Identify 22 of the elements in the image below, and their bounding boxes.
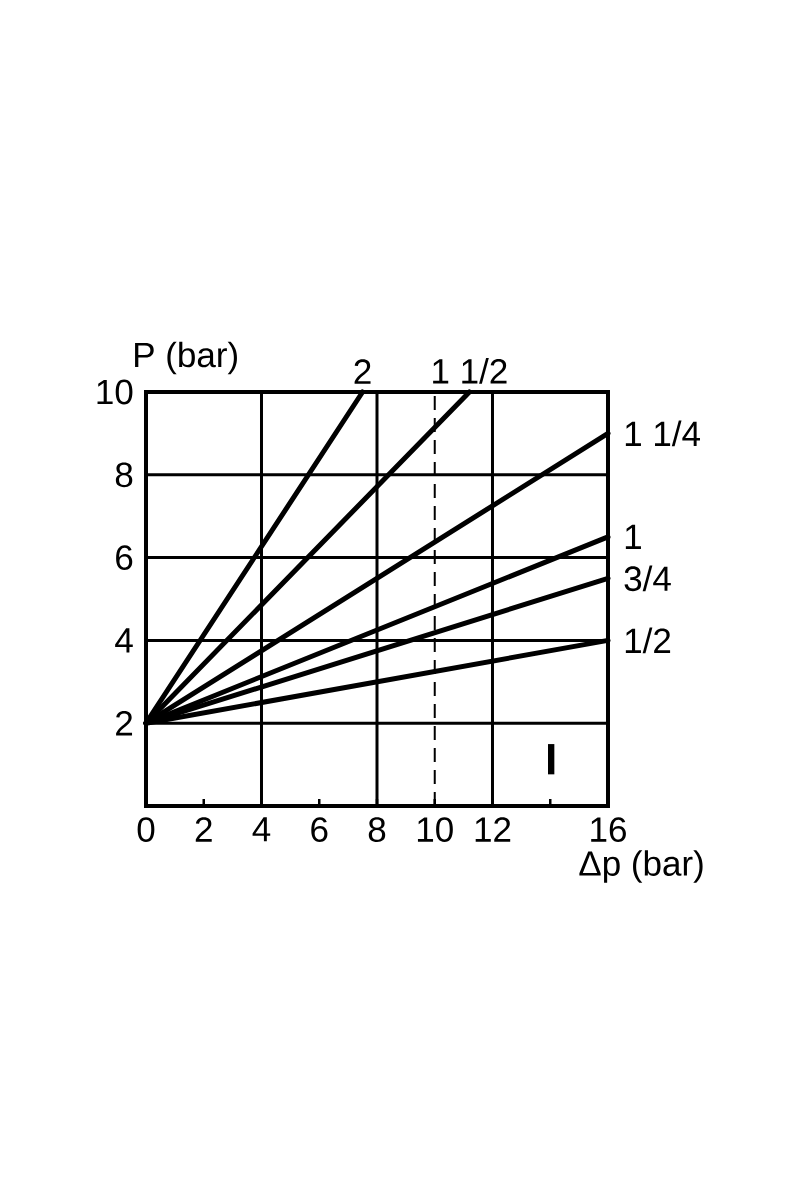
x-tick-label: 12 [475, 817, 511, 842]
series-label: 1/2 [625, 627, 671, 654]
y-tick-label: 8 [115, 462, 133, 488]
y-tick-label: 10 [97, 379, 133, 405]
x-tick-label: 8 [368, 817, 386, 842]
y-axis-title: P (bar) [135, 341, 237, 375]
x-tick-label: 6 [311, 817, 328, 842]
series-label: 3/4 [624, 565, 671, 592]
series-label: 1 1/2 [433, 358, 507, 384]
x-axis-title: Δp (bar) [579, 850, 703, 883]
y-tick-label: 4 [115, 628, 133, 653]
series-label: 1 [625, 524, 641, 549]
x-tick-label: 10 [417, 817, 453, 842]
annotation: I [548, 744, 555, 775]
x-tick-label: 0 [137, 817, 155, 842]
x-tick-label: 16 [591, 817, 626, 842]
y-tick-label: 6 [116, 545, 133, 570]
series-label: 1 1/4 [625, 420, 700, 447]
series-label: 2 [354, 359, 371, 384]
x-tick-label: 4 [252, 817, 271, 842]
y-tick-label: 2 [116, 710, 133, 736]
x-tick-label: 2 [195, 817, 212, 842]
